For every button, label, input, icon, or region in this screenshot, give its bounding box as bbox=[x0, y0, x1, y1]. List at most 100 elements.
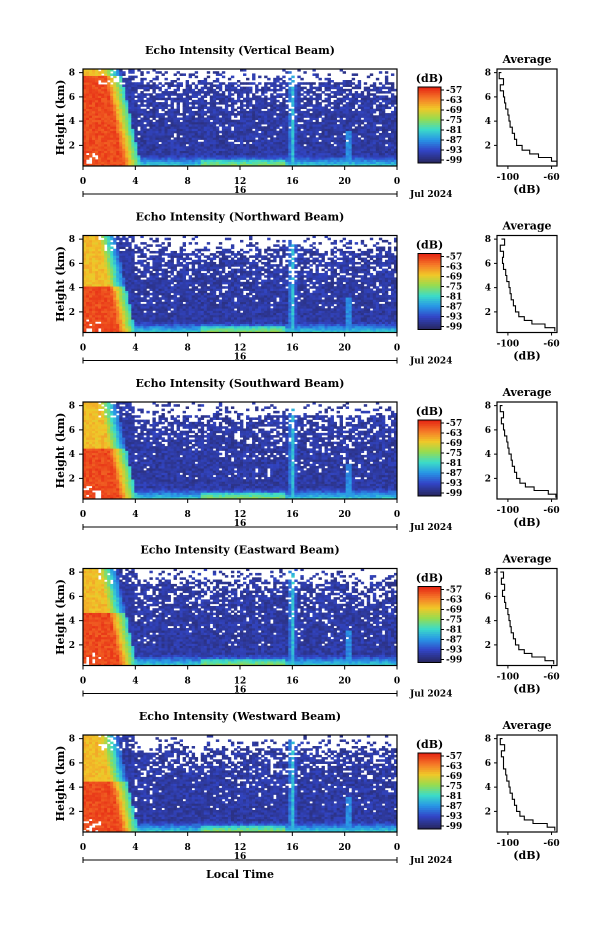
heatmap-cell bbox=[370, 126, 373, 129]
heatmap-cell bbox=[337, 91, 340, 94]
heatmap-cell bbox=[204, 113, 207, 116]
heatmap-cell bbox=[364, 142, 367, 145]
heatmap-cell bbox=[107, 111, 110, 114]
heatmap-cell bbox=[158, 113, 161, 116]
heatmap-cell bbox=[270, 159, 273, 162]
heatmap-cell bbox=[165, 299, 168, 302]
heatmap-cell bbox=[107, 93, 110, 96]
heatmap-cell bbox=[364, 151, 367, 154]
heatmap-cell bbox=[104, 93, 107, 96]
heatmap-cell bbox=[98, 113, 101, 116]
heatmap-cell bbox=[349, 142, 352, 145]
heatmap-cell bbox=[140, 282, 143, 285]
heatmap-cell bbox=[125, 315, 128, 318]
heatmap-cell bbox=[315, 148, 318, 151]
heatmap-cell bbox=[149, 282, 152, 285]
heatmap-cell bbox=[128, 291, 131, 294]
heatmap-cell bbox=[343, 155, 346, 158]
heatmap-cell bbox=[134, 102, 137, 105]
heatmap-cell bbox=[95, 78, 98, 81]
heatmap-cell bbox=[288, 118, 291, 121]
heatmap-cell bbox=[155, 295, 158, 298]
heatmap-cell bbox=[122, 71, 125, 74]
heatmap-cell bbox=[355, 155, 358, 158]
heatmap-cell bbox=[113, 319, 116, 322]
heatmap-cell bbox=[322, 122, 325, 125]
heatmap-cell bbox=[152, 113, 155, 116]
heatmap-cell bbox=[322, 106, 325, 109]
heatmap-cell bbox=[334, 148, 337, 151]
heatmap-cell bbox=[216, 113, 219, 116]
heatmap-cell bbox=[125, 78, 128, 81]
heatmap-cell bbox=[180, 82, 183, 85]
heatmap-cell bbox=[346, 102, 349, 105]
heatmap-cell bbox=[334, 102, 337, 105]
heatmap-cell bbox=[171, 326, 174, 329]
heatmap-cell bbox=[104, 135, 107, 138]
heatmap-cell bbox=[192, 124, 195, 127]
heatmap-cell bbox=[237, 122, 240, 125]
heatmap-cell bbox=[195, 84, 198, 87]
heatmap-cell bbox=[116, 131, 119, 134]
heatmap-cell bbox=[113, 91, 116, 94]
heatmap-cell bbox=[137, 306, 140, 309]
heatmap-cell bbox=[364, 157, 367, 160]
heatmap-cell bbox=[152, 151, 155, 154]
heatmap-cell bbox=[89, 155, 92, 158]
heatmap-cell bbox=[297, 111, 300, 114]
heatmap-cell bbox=[155, 95, 158, 98]
heatmap bbox=[83, 69, 397, 166]
heatmap-cell bbox=[119, 87, 122, 90]
heatmap-cell bbox=[92, 87, 95, 90]
heatmap-cell bbox=[134, 247, 137, 250]
heatmap-cell bbox=[325, 157, 328, 160]
heatmap-cell bbox=[346, 162, 349, 165]
heatmap-cell bbox=[131, 135, 134, 138]
heatmap-cell bbox=[119, 115, 122, 118]
heatmap-cell bbox=[149, 95, 152, 98]
heatmap-cell bbox=[177, 120, 180, 123]
heatmap-cell bbox=[243, 100, 246, 103]
heatmap-cell bbox=[101, 324, 104, 327]
heatmap-cell bbox=[149, 293, 152, 296]
heatmap-cell bbox=[255, 159, 258, 162]
heatmap-cell bbox=[373, 100, 376, 103]
heatmap-cell bbox=[252, 82, 255, 85]
heatmap-cell bbox=[328, 144, 331, 147]
heatmap-cell bbox=[168, 326, 171, 329]
heatmap-cell bbox=[267, 87, 270, 90]
heatmap-cell bbox=[107, 271, 110, 274]
heatmap-cell bbox=[331, 106, 334, 109]
heatmap-cell bbox=[183, 133, 186, 136]
heatmap-cell bbox=[155, 87, 158, 90]
heatmap-cell bbox=[137, 162, 140, 165]
heatmap-cell bbox=[249, 133, 252, 136]
heatmap-cell bbox=[137, 124, 140, 127]
heatmap-cell bbox=[110, 321, 113, 324]
heatmap-cell bbox=[125, 89, 128, 92]
heatmap-cell bbox=[285, 122, 288, 125]
heatmap-cell bbox=[143, 273, 146, 276]
heatmap-cell bbox=[276, 148, 279, 151]
heatmap-cell bbox=[334, 124, 337, 127]
heatmap-cell bbox=[137, 297, 140, 300]
heatmap-cell bbox=[98, 129, 101, 132]
heatmap-cell bbox=[110, 264, 113, 267]
heatmap-cell bbox=[334, 91, 337, 94]
heatmap-cell bbox=[174, 113, 177, 116]
heatmap-cell bbox=[174, 306, 177, 309]
heatmap-cell bbox=[137, 111, 140, 114]
heatmap-cell bbox=[158, 71, 161, 74]
heatmap-cell bbox=[119, 317, 122, 320]
heatmap-cell bbox=[95, 286, 98, 289]
heatmap-cell bbox=[119, 84, 122, 87]
heatmap-cell bbox=[125, 288, 128, 291]
heatmap-cell bbox=[237, 84, 240, 87]
heatmap-cell bbox=[352, 78, 355, 81]
heatmap-cell bbox=[367, 87, 370, 90]
heatmap-cell bbox=[104, 284, 107, 287]
heatmap-cell bbox=[355, 111, 358, 114]
heatmap-cell bbox=[228, 151, 231, 154]
heatmap-cell bbox=[125, 269, 128, 272]
heatmap-cell bbox=[104, 328, 107, 331]
